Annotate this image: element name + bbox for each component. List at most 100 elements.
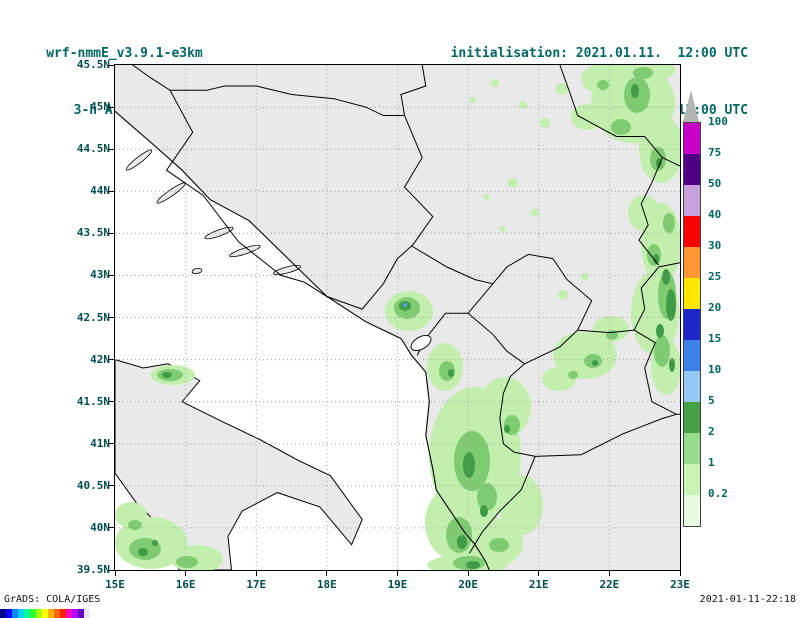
lat-tick [108,190,115,192]
palette-cell-11 [66,609,72,618]
map-svg [115,65,680,570]
lat-label: 42.5N [76,310,110,324]
lat-tick [108,232,115,234]
lon-label: 17E [246,578,267,591]
lon-label: 15E [105,578,125,591]
lat-label: 44N [90,184,110,198]
lon-tick [467,570,469,576]
lon-label: 23E [670,578,690,591]
legend-value: 10 [708,363,722,376]
palette-cell-14 [84,609,90,618]
lon-label: 22E [599,578,620,591]
palette-cell-6 [36,609,42,618]
legend-color-10 [684,371,700,402]
lat-label: 45N [90,100,110,114]
palette-cell-1 [6,609,12,618]
lat-tick [108,569,115,571]
legend-color-40 [684,216,700,247]
lake-skadar [410,334,432,352]
lat-label: 41N [90,436,110,450]
lat-tick [108,64,115,66]
model-title: wrf-nmmE_v3.9.1-e3km [46,46,203,61]
legend-color-5 [684,402,700,433]
map-area [114,64,681,571]
palette-cell-9 [54,609,60,618]
legend-value: 40 [708,208,722,221]
lon-tick [114,570,116,576]
legend-color-2 [684,433,700,464]
lon-label: 21E [528,578,549,591]
lat-label: 40N [90,520,110,534]
palette-cell-8 [48,609,54,618]
initialisation-line: initialisation: 2021.01.11. 12:00 UTC [450,46,748,61]
legend-value: 20 [708,301,722,314]
lat-label: 44.5N [76,142,110,156]
country-borders [132,65,680,554]
grads-palette-strip [0,609,96,618]
lat-label: 43.5N [76,226,110,240]
palette-cell-7 [42,609,48,618]
legend-color-75 [684,154,700,185]
lon-tick [608,570,610,576]
palette-cell-10 [60,609,66,618]
lon-tick [397,570,398,576]
grid-lines [115,65,680,570]
palette-cell-2 [12,609,18,618]
legend-value: 2 [708,425,715,438]
lat-tick [108,148,115,150]
legend-bar [683,122,701,527]
legend-value: 0.2 [708,487,728,500]
lat-tick [108,274,115,276]
precip-dark [138,84,676,569]
legend-color-50 [684,185,700,216]
palette-cell-3 [18,609,24,618]
lat-label: 42N [90,352,110,366]
lat-tick [108,527,115,529]
legend-value: 50 [708,177,722,190]
lon-label: 16E [175,578,196,591]
lat-label: 41.5N [76,394,110,408]
lon-tick [326,570,328,576]
palette-cell-12 [72,609,78,618]
legend-value: 5 [708,394,715,407]
grads-credit: GrADS: COLA/IGES [4,594,101,605]
legend-color-30 [684,247,700,278]
legend-color-20 [684,309,700,340]
legend-color-1 [684,464,700,495]
creation-timestamp: 2021-01-11-22:18 [699,594,796,605]
lon-tick [185,570,187,576]
lat-tick [108,317,115,318]
legend-value: 1 [708,456,715,469]
legend-color-100 [684,123,700,154]
legend-color-25 [684,278,700,309]
legend-value: 75 [708,146,722,159]
palette-cell-5 [30,609,36,618]
precip-heavy-dot [403,303,407,307]
legend-value: 30 [708,239,722,252]
legend-color-0.2 [684,495,700,526]
palette-cell-15 [90,609,96,618]
legend-value: 15 [708,332,722,345]
lon-label: 18E [316,578,337,591]
lon-tick [255,570,257,576]
lat-tick [108,401,115,403]
lat-label: 43N [90,268,110,282]
lat-label: 39.5N [76,563,110,576]
lat-label: 45.5N [76,58,110,71]
lat-tick [108,106,115,108]
lat-tick [108,485,115,487]
lon-label: 20E [458,578,479,591]
lon-label: 19E [387,578,408,591]
color-legend: 100 75 50 40 30 25 20 15 10 5 2 1 0.2 [683,90,799,568]
coastline [115,110,490,570]
palette-cell-13 [78,609,84,618]
lat-tick [108,443,115,445]
lat-label: 40.5N [76,478,110,492]
legend-value: 100 [708,115,728,128]
palette-cell-0 [0,609,6,618]
lon-tick [679,570,681,576]
palette-cell-4 [24,609,30,618]
lon-tick [538,570,540,576]
legend-overflow-arrow [683,90,699,122]
legend-color-15 [684,340,700,371]
